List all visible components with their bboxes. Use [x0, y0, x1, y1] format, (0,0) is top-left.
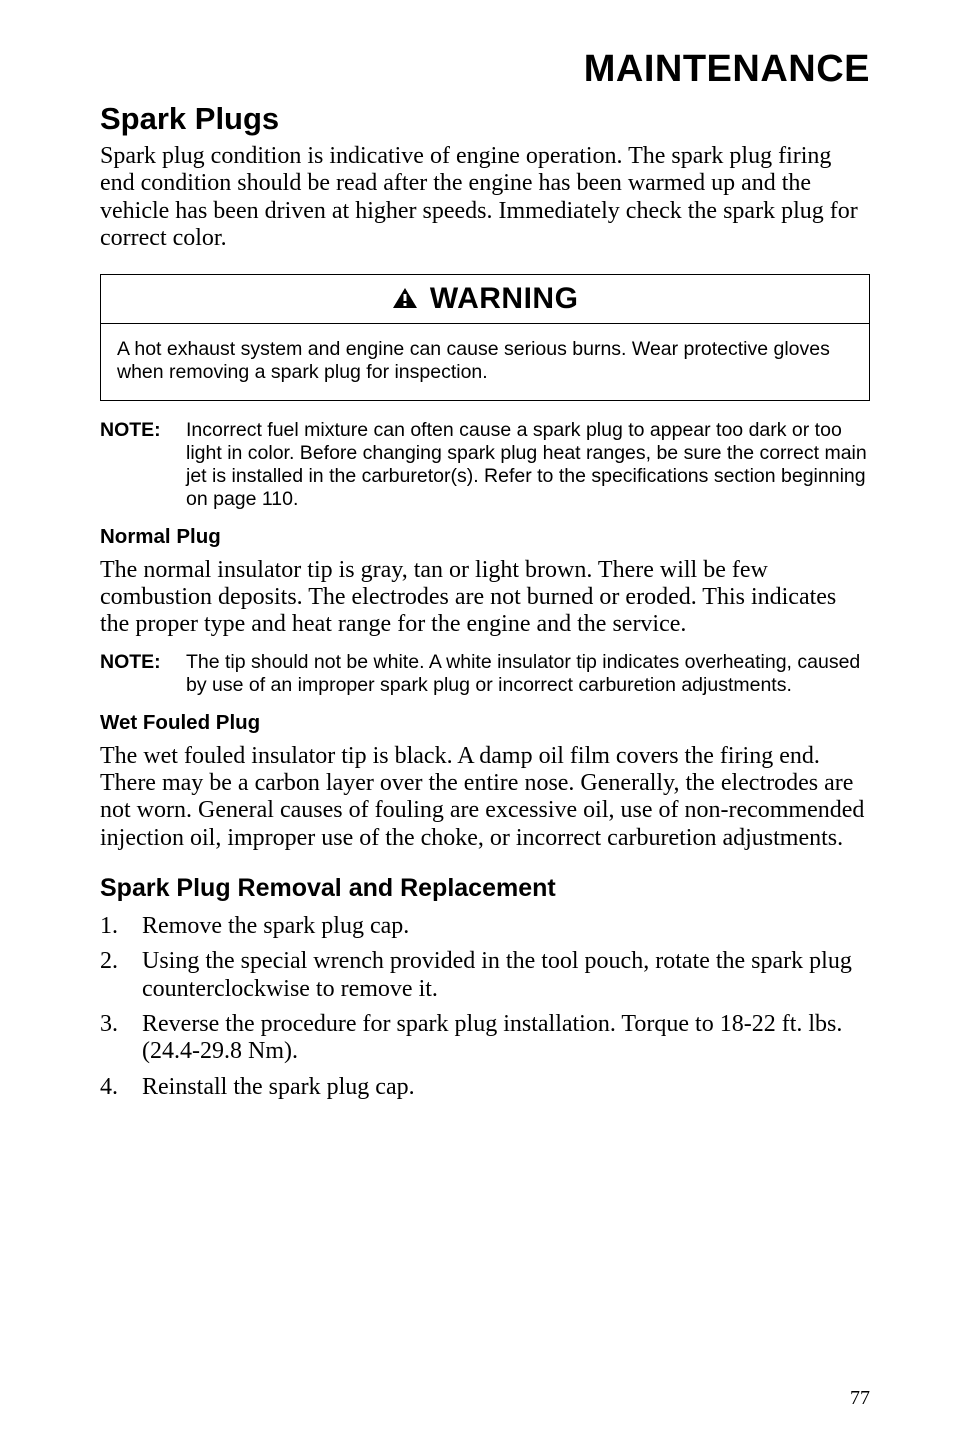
warning-label: WARNING	[430, 283, 579, 316]
subsection-title-removal: Spark Plug Removal and Replacement	[100, 874, 870, 903]
normal-plug-paragraph: The normal insulator tip is gray, tan or…	[100, 557, 870, 639]
list-text: Using the special wrench provided in the…	[142, 948, 870, 1003]
subheading-wet-fouled: Wet Fouled Plug	[100, 711, 870, 735]
list-number: 4.	[100, 1074, 142, 1101]
page-header-title: MAINTENANCE	[100, 48, 870, 91]
warning-header: WARNING	[101, 275, 869, 323]
warning-body-text: A hot exhaust system and engine can caus…	[101, 324, 869, 400]
list-item: 4. Reinstall the spark plug cap.	[100, 1074, 870, 1101]
note-text-2: The tip should not be white. A white ins…	[186, 651, 870, 697]
list-number: 3.	[100, 1011, 142, 1066]
list-text: Remove the spark plug cap.	[142, 913, 870, 940]
note-label-2: NOTE:	[100, 651, 186, 697]
note-block-2: NOTE: The tip should not be white. A whi…	[100, 651, 870, 697]
list-item: 1. Remove the spark plug cap.	[100, 913, 870, 940]
warning-triangle-icon	[392, 283, 418, 317]
wet-fouled-paragraph: The wet fouled insulator tip is black. A…	[100, 743, 870, 852]
list-number: 2.	[100, 948, 142, 1003]
warning-box: WARNING A hot exhaust system and engine …	[100, 274, 870, 400]
note-block-1: NOTE: Incorrect fuel mixture can often c…	[100, 419, 870, 511]
note-label-1: NOTE:	[100, 419, 186, 511]
list-text: Reverse the procedure for spark plug ins…	[142, 1011, 870, 1066]
note-text-1: Incorrect fuel mixture can often cause a…	[186, 419, 870, 511]
intro-paragraph: Spark plug condition is indicative of en…	[100, 143, 870, 252]
section-title-spark-plugs: Spark Plugs	[100, 101, 870, 137]
list-item: 2. Using the special wrench provided in …	[100, 948, 870, 1003]
subheading-normal-plug: Normal Plug	[100, 525, 870, 549]
list-number: 1.	[100, 913, 142, 940]
list-text: Reinstall the spark plug cap.	[142, 1074, 870, 1101]
removal-steps-list: 1. Remove the spark plug cap. 2. Using t…	[100, 913, 870, 1101]
page-number: 77	[850, 1387, 870, 1410]
list-item: 3. Reverse the procedure for spark plug …	[100, 1011, 870, 1066]
